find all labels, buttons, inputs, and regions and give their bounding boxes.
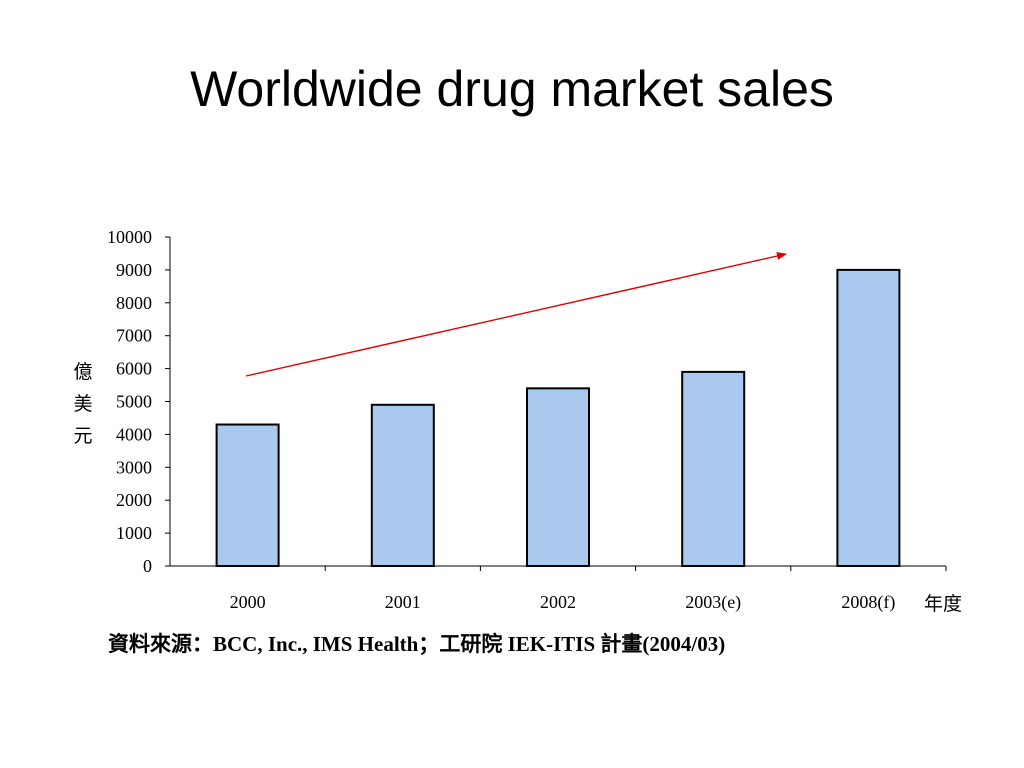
y-tick-label: 6000 [116, 359, 152, 379]
bar [370, 403, 435, 568]
x-tick-label: 2002 [540, 592, 576, 612]
y-tick-label: 4000 [116, 424, 152, 444]
slide-title: Worldwide drug market sales [190, 61, 834, 117]
y-tick-label: 3000 [116, 457, 152, 477]
bar [215, 423, 280, 567]
y-axis: 0 1000 2000 3000 4000 5000 6000 7000 8000 9000 100… [107, 227, 170, 576]
y-tick-label: 0 [143, 556, 152, 576]
bars [215, 268, 901, 568]
y-axis-label-char: 美 [73, 393, 92, 415]
bar [526, 387, 590, 567]
y-tick-label: 10000 [107, 227, 152, 247]
y-tick-label: 9000 [116, 260, 152, 280]
y-tick-label: 5000 [116, 392, 152, 412]
x-axis-label: 年度 [924, 593, 962, 615]
x-tick-label: 2001 [385, 592, 421, 612]
bar [836, 268, 901, 567]
trend-arrow [245, 252, 787, 377]
x-tick-label: 2008(f) [841, 592, 895, 613]
y-tick-label: 7000 [116, 326, 152, 346]
x-tick-label: 2000 [230, 592, 266, 612]
y-axis-label-char: 元 [73, 425, 92, 447]
bar [681, 370, 746, 568]
x-tick-label: 2003(e) [685, 592, 741, 613]
source-note: 資料來源：BCC, Inc., IMS Health；工研院 IEK-ITIS … [108, 632, 726, 656]
y-tick-label: 2000 [116, 490, 152, 510]
y-tick-label: 1000 [116, 523, 152, 543]
y-tick-label: 8000 [116, 293, 152, 313]
x-axis: 2000 2001 2002 2003(e) 2008(f) [230, 566, 947, 613]
y-axis-label-char: 億 [73, 361, 92, 383]
y-axis-label: 億美元 [73, 361, 92, 447]
